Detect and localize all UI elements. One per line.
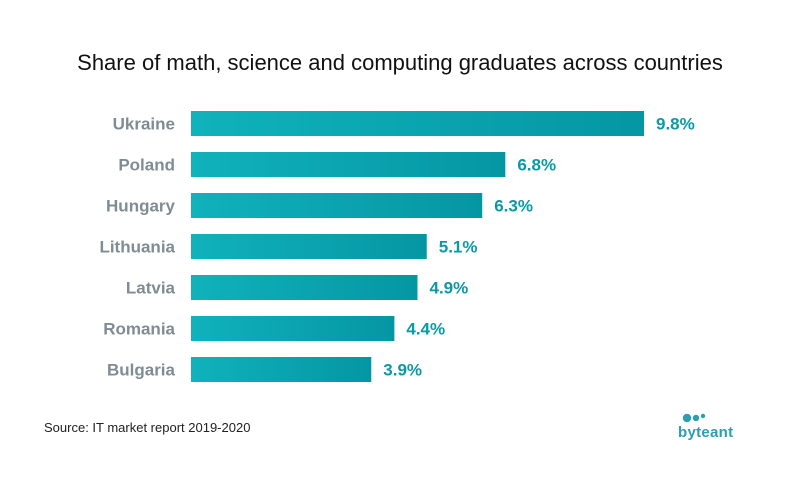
category-label: Lithuania	[99, 238, 175, 257]
source-note: Source: IT market report 2019-2020	[44, 420, 251, 435]
category-label: Bulgaria	[107, 361, 176, 380]
bar	[191, 111, 644, 136]
chart-title: Share of math, science and computing gra…	[77, 50, 723, 75]
value-label: 6.3%	[494, 197, 533, 216]
logo-text: byteant	[678, 424, 734, 441]
category-label: Ukraine	[113, 115, 175, 134]
category-label: Romania	[103, 320, 175, 339]
value-label: 4.9%	[430, 279, 469, 298]
bar	[191, 357, 372, 382]
value-label: 5.1%	[439, 238, 478, 257]
byteant-logo: byteant	[678, 412, 758, 444]
logo-dots-icon	[682, 413, 706, 423]
bar	[191, 193, 483, 218]
value-label: 3.9%	[383, 361, 422, 380]
category-label: Poland	[118, 156, 175, 175]
value-label: 6.8%	[517, 156, 556, 175]
bar	[191, 152, 506, 177]
bar	[191, 275, 418, 300]
bars-layer: Ukraine 9.8% Poland 6.8% Hungary 6.3% Lithuani…	[99, 111, 695, 382]
bar	[191, 316, 395, 341]
value-label: 9.8%	[656, 115, 695, 134]
category-label: Hungary	[106, 197, 176, 216]
bar	[191, 234, 427, 259]
value-label: 4.4%	[406, 320, 445, 339]
category-label: Latvia	[126, 279, 176, 298]
